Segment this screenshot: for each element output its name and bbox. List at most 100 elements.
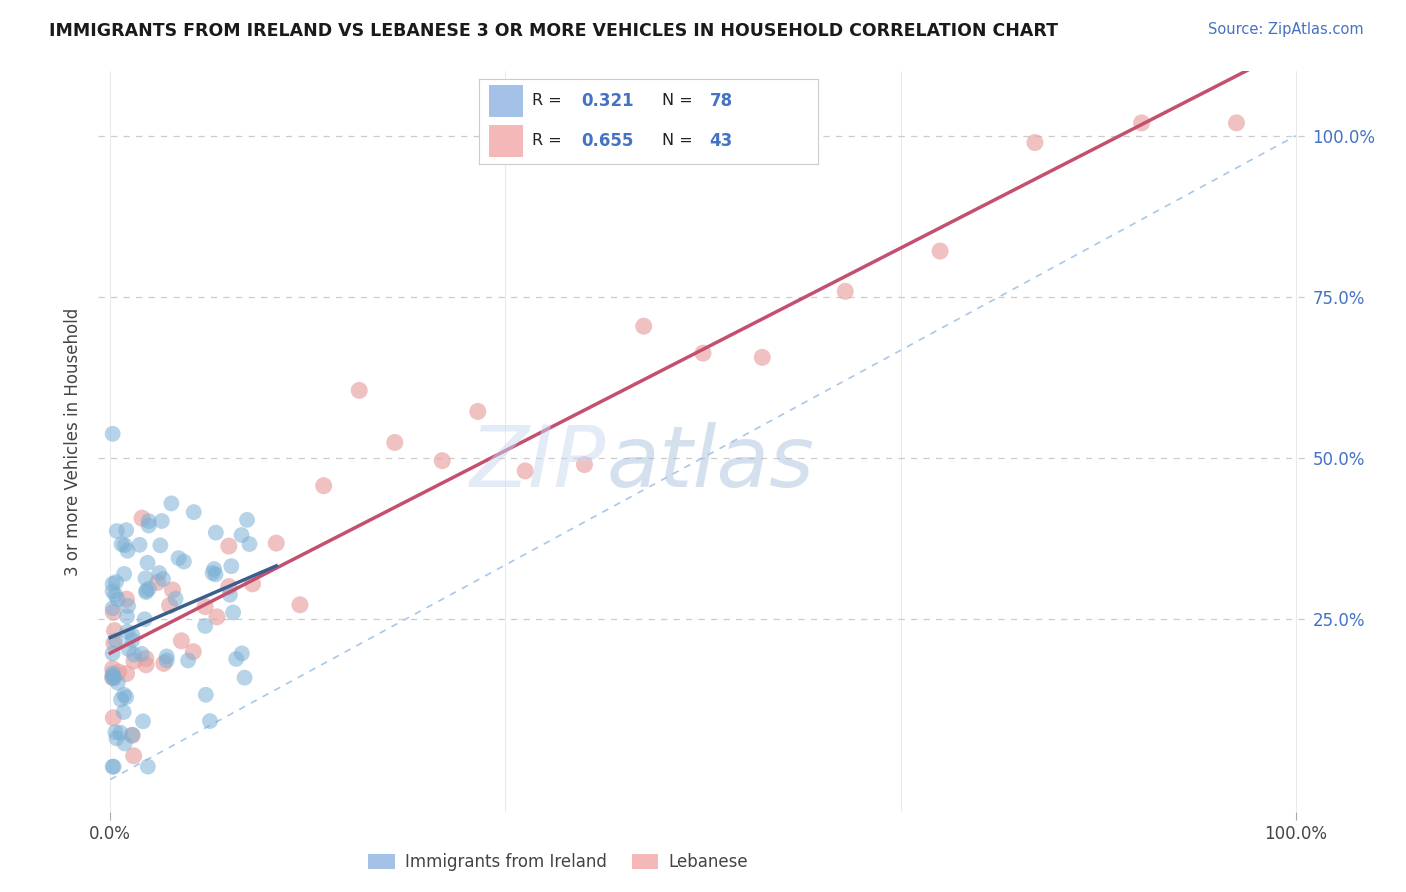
Point <box>121 728 143 742</box>
Point <box>156 653 179 667</box>
Point <box>170 633 193 648</box>
Point <box>122 648 145 662</box>
Point <box>162 582 184 597</box>
Point <box>135 583 157 598</box>
Point <box>149 538 172 552</box>
Point <box>114 538 136 552</box>
Text: ZIP: ZIP <box>470 422 606 505</box>
Point <box>134 571 156 585</box>
Point <box>115 690 138 705</box>
Point <box>101 671 124 685</box>
Text: Source: ZipAtlas.com: Source: ZipAtlas.com <box>1208 22 1364 37</box>
Point <box>103 624 125 638</box>
Point <box>104 633 127 648</box>
Point <box>194 619 217 633</box>
Point <box>165 591 187 606</box>
Point <box>181 645 204 659</box>
Point <box>1225 116 1247 130</box>
Point <box>107 675 129 690</box>
Point <box>115 592 138 607</box>
Point <box>633 319 655 334</box>
Point <box>135 585 157 599</box>
Point <box>264 536 287 550</box>
Point <box>194 599 217 614</box>
Point <box>110 692 132 706</box>
Point <box>288 598 311 612</box>
Point <box>1130 116 1153 130</box>
Legend: Immigrants from Ireland, Lebanese: Immigrants from Ireland, Lebanese <box>361 847 755 878</box>
Point <box>515 464 537 478</box>
Point <box>574 458 596 472</box>
Point <box>121 628 143 642</box>
Point <box>101 671 124 685</box>
Point <box>104 575 127 590</box>
Point <box>112 566 135 581</box>
Point <box>117 543 139 558</box>
Point <box>103 636 125 650</box>
Point <box>146 575 169 590</box>
Point <box>131 647 153 661</box>
Point <box>173 555 195 569</box>
Point <box>101 662 124 676</box>
Point <box>115 666 138 681</box>
Point <box>138 582 160 596</box>
Point <box>135 651 157 665</box>
Point <box>101 584 124 599</box>
Point <box>128 538 150 552</box>
Point <box>205 610 228 624</box>
Point <box>121 633 143 648</box>
Point <box>150 514 173 528</box>
Point <box>105 524 128 538</box>
Point <box>105 731 128 746</box>
Point <box>153 657 176 671</box>
Point <box>222 606 245 620</box>
Point <box>231 647 253 661</box>
Point <box>114 736 136 750</box>
Point <box>135 657 157 672</box>
Point <box>112 688 135 702</box>
Point <box>122 654 145 668</box>
Point <box>101 601 124 615</box>
Point <box>384 435 406 450</box>
Point <box>692 346 714 360</box>
Point <box>236 513 259 527</box>
Point <box>929 244 952 258</box>
Point <box>117 599 139 613</box>
Point <box>312 478 335 492</box>
Y-axis label: 3 or more Vehicles in Household: 3 or more Vehicles in Household <box>65 308 83 575</box>
Point <box>225 652 247 666</box>
Point <box>110 725 132 739</box>
Point <box>238 537 260 551</box>
Point <box>204 567 226 582</box>
Point <box>218 539 240 553</box>
Point <box>136 759 159 773</box>
Point <box>115 609 138 624</box>
Point <box>101 426 124 441</box>
Point <box>221 559 243 574</box>
Text: atlas: atlas <box>606 422 814 505</box>
Point <box>134 612 156 626</box>
Point <box>177 653 200 667</box>
Point <box>138 518 160 533</box>
Point <box>104 725 127 739</box>
Point <box>136 556 159 570</box>
Point <box>183 505 205 519</box>
Point <box>218 580 240 594</box>
Point <box>122 748 145 763</box>
Point <box>432 453 454 467</box>
Point <box>101 666 124 681</box>
Point <box>219 588 242 602</box>
Point <box>101 759 124 773</box>
Point <box>112 705 135 719</box>
Point <box>107 665 129 679</box>
Point <box>194 688 217 702</box>
Point <box>115 523 138 537</box>
Point <box>101 576 124 591</box>
Point <box>101 668 124 682</box>
Point <box>110 537 132 551</box>
Point <box>132 714 155 729</box>
Point <box>231 528 253 542</box>
Point <box>103 711 125 725</box>
Point <box>107 592 129 607</box>
Point <box>198 714 221 728</box>
